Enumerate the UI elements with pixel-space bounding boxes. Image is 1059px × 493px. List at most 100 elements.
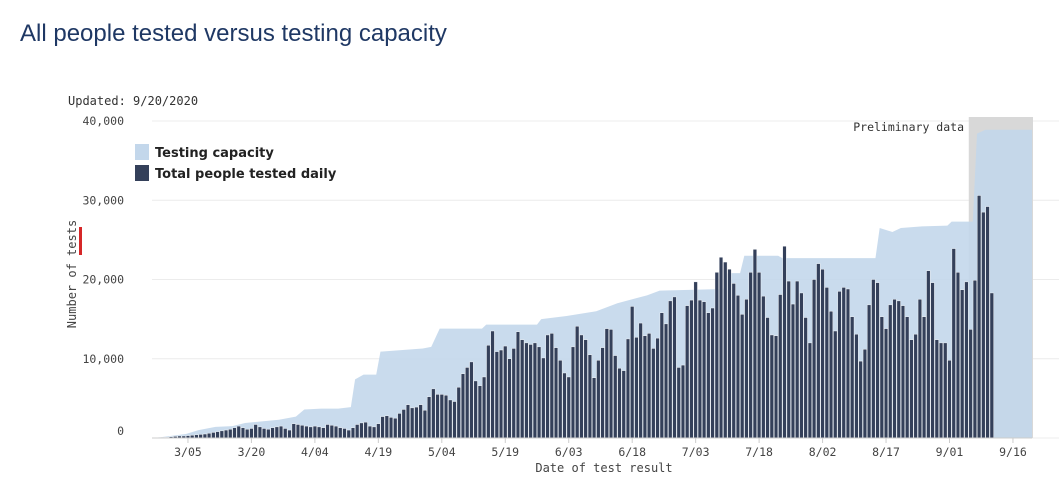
tested-bar[interactable] (765, 317, 770, 439)
tested-bar[interactable] (549, 333, 554, 439)
tested-bar[interactable] (473, 380, 478, 439)
tested-bar[interactable] (655, 337, 660, 439)
tested-bar[interactable] (414, 406, 419, 439)
tested-bar[interactable] (562, 372, 567, 439)
tested-bar[interactable] (803, 317, 808, 439)
tested-bar[interactable] (757, 272, 762, 439)
tested-bar[interactable] (486, 345, 491, 439)
tested-bar[interactable] (545, 334, 550, 439)
tested-bar[interactable] (829, 311, 834, 439)
tested-bar[interactable] (253, 424, 258, 439)
tested-bar[interactable] (977, 195, 982, 439)
tested-bar[interactable] (706, 312, 711, 439)
tested-bar[interactable] (964, 281, 969, 439)
tested-bar[interactable] (625, 338, 630, 439)
tested-bar[interactable] (554, 347, 559, 439)
tested-bar[interactable] (981, 211, 986, 439)
tested-bar[interactable] (719, 257, 724, 439)
tested-bar[interactable] (249, 428, 254, 439)
tested-bar[interactable] (782, 246, 787, 439)
tested-bar[interactable] (845, 288, 850, 439)
tested-bar[interactable] (291, 423, 296, 439)
tested-bar[interactable] (397, 413, 402, 439)
tested-bar[interactable] (465, 367, 470, 439)
tested-bar[interactable] (279, 425, 284, 439)
tested-bar[interactable] (900, 305, 905, 439)
tested-bar[interactable] (740, 314, 745, 439)
tested-bar[interactable] (300, 425, 305, 439)
tested-bar[interactable] (266, 429, 271, 439)
tested-bar[interactable] (456, 387, 461, 439)
tested-bar[interactable] (735, 295, 740, 439)
tested-bar[interactable] (837, 291, 842, 439)
tested-bar[interactable] (427, 396, 432, 439)
tested-bar[interactable] (833, 330, 838, 439)
tested-bar[interactable] (748, 272, 753, 439)
tested-bar[interactable] (647, 333, 652, 439)
tested-bar[interactable] (960, 289, 965, 439)
tested-bar[interactable] (295, 424, 300, 439)
tested-bar[interactable] (507, 358, 512, 439)
tested-bar[interactable] (871, 279, 876, 439)
tested-bar[interactable] (422, 410, 427, 439)
tested-bar[interactable] (930, 282, 935, 439)
tested-bar[interactable] (939, 342, 944, 439)
tested-bar[interactable] (363, 421, 368, 439)
tested-bar[interactable] (841, 287, 846, 439)
tested-bar[interactable] (613, 355, 618, 439)
tested-bar[interactable] (405, 404, 410, 439)
tested-bar[interactable] (338, 427, 343, 439)
tested-bar[interactable] (812, 279, 817, 439)
tested-bar[interactable] (680, 364, 685, 439)
tested-bar[interactable] (308, 426, 313, 439)
tested-bar[interactable] (697, 299, 702, 439)
tested-bar[interactable] (816, 263, 821, 439)
tested-bar[interactable] (702, 301, 707, 439)
tested-bar[interactable] (367, 425, 372, 439)
tested-bar[interactable] (376, 423, 381, 439)
tested-bar[interactable] (943, 342, 948, 439)
tested-bar[interactable] (283, 428, 288, 439)
tested-bar[interactable] (410, 407, 415, 439)
tested-bar[interactable] (604, 328, 609, 439)
tested-bar[interactable] (714, 272, 719, 439)
tested-bar[interactable] (884, 328, 889, 439)
tested-bar[interactable] (799, 292, 804, 439)
tested-bar[interactable] (219, 430, 224, 439)
tested-bar[interactable] (274, 426, 279, 439)
tested-bar[interactable] (350, 427, 355, 439)
tested-bar[interactable] (888, 304, 893, 439)
tested-bar[interactable] (342, 428, 347, 439)
tested-bar[interactable] (515, 331, 520, 439)
tested-bar[interactable] (558, 360, 563, 439)
tested-bar[interactable] (917, 299, 922, 439)
tested-bar[interactable] (820, 268, 825, 439)
tested-bar[interactable] (490, 330, 495, 439)
tested-bar[interactable] (672, 296, 677, 439)
tested-bar[interactable] (731, 283, 736, 439)
tested-bar[interactable] (304, 425, 309, 439)
tested-bar[interactable] (477, 385, 482, 439)
tested-bar[interactable] (211, 432, 216, 439)
tested-bar[interactable] (685, 305, 690, 439)
tested-bar[interactable] (689, 299, 694, 439)
tested-bar[interactable] (862, 349, 867, 439)
tested-bar[interactable] (630, 306, 635, 439)
tested-bar[interactable] (947, 360, 952, 439)
tested-bar[interactable] (638, 322, 643, 439)
tested-bar[interactable] (824, 287, 829, 439)
tested-bar[interactable] (401, 409, 406, 439)
tested-bar[interactable] (334, 425, 339, 439)
tested-bar[interactable] (329, 425, 334, 439)
tested-bar[interactable] (922, 316, 927, 439)
tested-bar[interactable] (270, 427, 275, 439)
tested-bar[interactable] (570, 346, 575, 439)
tested-bar[interactable] (262, 428, 267, 439)
tested-bar[interactable] (668, 300, 673, 439)
tested-bar[interactable] (431, 388, 436, 439)
tested-bar[interactable] (587, 354, 592, 439)
tested-bar[interactable] (511, 348, 516, 439)
tested-bar[interactable] (913, 333, 918, 439)
tested-bar[interactable] (934, 339, 939, 439)
tested-bar[interactable] (609, 329, 614, 439)
